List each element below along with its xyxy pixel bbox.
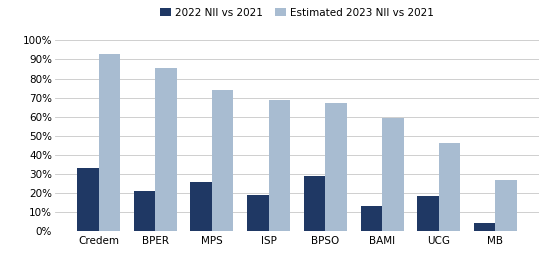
Bar xyxy=(134,191,155,231)
Bar xyxy=(360,206,382,231)
Bar xyxy=(77,168,98,231)
Bar xyxy=(326,103,347,231)
Bar xyxy=(268,100,290,231)
Bar xyxy=(155,68,177,231)
Bar xyxy=(247,195,268,231)
Bar xyxy=(212,90,234,231)
Bar xyxy=(382,118,404,231)
Legend: 2022 NII vs 2021, Estimated 2023 NII vs 2021: 2022 NII vs 2021, Estimated 2023 NII vs … xyxy=(156,3,438,22)
Bar xyxy=(190,182,212,231)
Bar xyxy=(98,54,120,231)
Bar xyxy=(496,180,517,231)
Bar xyxy=(439,143,460,231)
Bar xyxy=(417,196,439,231)
Bar xyxy=(474,223,496,231)
Bar xyxy=(304,176,326,231)
